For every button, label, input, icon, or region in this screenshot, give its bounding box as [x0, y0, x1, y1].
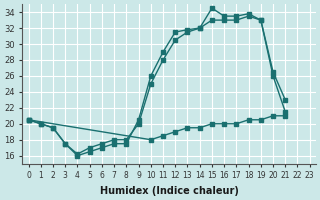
X-axis label: Humidex (Indice chaleur): Humidex (Indice chaleur) — [100, 186, 239, 196]
